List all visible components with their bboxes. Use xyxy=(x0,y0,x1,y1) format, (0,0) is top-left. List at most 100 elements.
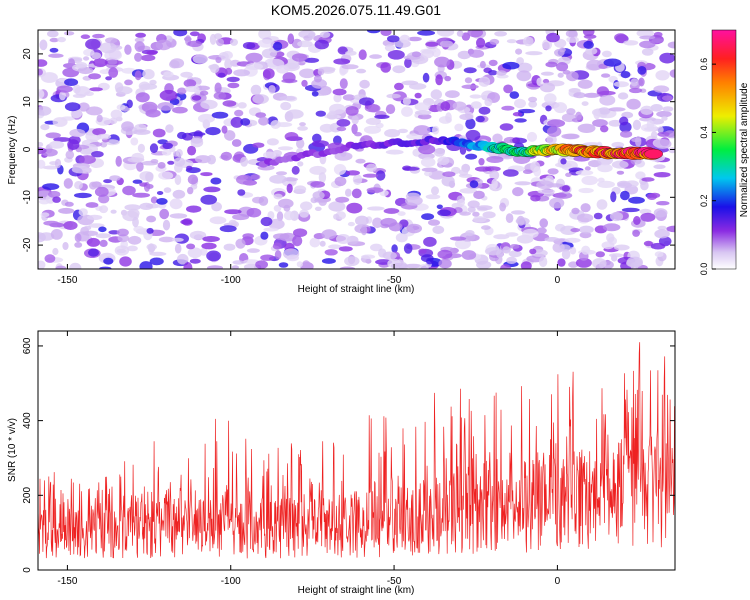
heatmap-cell xyxy=(45,132,61,139)
heatmap-cell xyxy=(38,159,46,169)
heatmap-cell xyxy=(522,228,539,239)
heatmap-cell xyxy=(465,230,475,237)
heatmap-cell xyxy=(226,76,240,82)
heatmap-cell xyxy=(133,225,145,233)
snr-y-tick-label: 400 xyxy=(22,412,33,429)
snr-x-tick-label: -100 xyxy=(221,576,241,587)
heatmap-cell xyxy=(514,118,527,123)
heatmap-cell xyxy=(127,208,140,218)
heatmap-cell xyxy=(654,229,670,239)
heatmap-cell xyxy=(351,188,362,199)
heatmap-cell xyxy=(245,63,263,70)
heatmap-cell xyxy=(481,225,491,230)
heatmap-cell xyxy=(40,124,50,131)
heatmap-cell xyxy=(606,233,615,243)
heatmap-cell xyxy=(150,196,158,204)
heatmap-cell xyxy=(149,79,157,85)
heatmap-cell xyxy=(252,94,269,104)
heatmap-cell xyxy=(230,116,243,128)
heatmap-cell xyxy=(283,210,295,221)
snr-y-tick-label: 200 xyxy=(22,487,33,504)
heatmap-cell xyxy=(39,39,48,51)
heatmap-cell xyxy=(157,162,166,169)
heatmap-cell xyxy=(561,133,580,140)
heatmap-cell xyxy=(149,257,164,266)
heatmap-cell xyxy=(291,53,308,62)
heatmap-cell xyxy=(240,156,249,167)
heatmap-cell xyxy=(430,89,442,100)
heatmap-cell xyxy=(617,92,629,100)
heatmap-cell xyxy=(242,42,256,50)
heatmap-cell xyxy=(216,38,224,47)
heatmap-cell xyxy=(406,223,423,234)
heatmap-cell xyxy=(255,260,268,269)
heatmap-cell xyxy=(236,174,253,185)
heatmap-cell xyxy=(568,261,579,268)
heatmap-cell xyxy=(324,249,338,256)
heatmap-cell xyxy=(465,129,481,141)
heatmap-cell xyxy=(514,98,526,109)
heatmap-cell xyxy=(656,201,670,206)
heatmap-cell xyxy=(188,131,206,137)
heatmap-cell xyxy=(222,100,237,107)
heatmap-cell xyxy=(593,212,603,220)
heatmap-cell xyxy=(80,34,91,39)
heatmap-cell xyxy=(235,238,246,249)
heatmap-cell xyxy=(610,191,617,203)
heatmap-cell xyxy=(92,128,106,136)
heatmap-cell xyxy=(311,91,319,97)
heatmap-cell xyxy=(294,185,307,193)
heatmap-cell xyxy=(209,216,227,225)
heatmap-cell xyxy=(577,123,596,133)
heatmap-cell xyxy=(346,202,363,214)
heatmap-cell xyxy=(515,48,523,55)
heatmap-cell xyxy=(275,171,288,176)
heatmap-cell xyxy=(250,174,261,180)
heatmap-cell xyxy=(77,102,90,112)
heatmap-cell xyxy=(336,119,351,127)
heatmap-cell xyxy=(225,67,233,75)
heatmap-cell xyxy=(99,266,112,269)
heatmap-cell xyxy=(397,211,406,217)
heatmap-cell xyxy=(328,244,342,249)
heatmap-cell xyxy=(134,37,145,43)
heatmap-cell xyxy=(506,256,517,264)
heatmap-cell xyxy=(124,204,141,211)
heatmap-cell xyxy=(510,210,526,215)
snr-y-tick-label: 0 xyxy=(22,567,33,573)
heatmap-cell xyxy=(277,146,294,151)
heatmap-cell xyxy=(280,101,292,111)
heatmap-cell xyxy=(175,149,183,158)
heatmap-cell xyxy=(428,170,446,180)
heatmap-cell xyxy=(186,205,202,213)
heatmap-cell xyxy=(391,244,398,253)
heatmap-cell xyxy=(601,241,615,250)
heatmap-cell xyxy=(117,234,129,243)
heatmap-cell xyxy=(139,261,153,269)
heatmap-cell xyxy=(370,243,383,252)
heatmap-cell xyxy=(355,215,369,226)
heatmap-cell xyxy=(546,32,560,43)
heatmap-cell xyxy=(508,250,522,258)
heatmap-cell xyxy=(74,233,82,243)
heatmap-cell xyxy=(623,40,639,46)
heatmap-cell xyxy=(633,216,641,225)
heatmap-cell xyxy=(133,129,151,135)
heatmap-cell xyxy=(319,123,335,133)
heatmap-cell xyxy=(639,35,656,40)
heatmap-cell xyxy=(186,243,196,250)
heatmap-cell xyxy=(274,250,282,260)
heatmap-cell xyxy=(655,70,670,81)
heatmap-cell xyxy=(366,163,377,172)
heatmap-cell xyxy=(432,125,440,135)
heatmap-cell xyxy=(96,133,112,140)
heatmap-cell xyxy=(88,248,99,257)
heatmap-cell xyxy=(358,49,367,60)
heatmap-cell xyxy=(233,69,251,77)
heatmap-cell xyxy=(311,140,329,148)
heatmap-cell xyxy=(273,41,283,51)
heatmap-cell xyxy=(445,112,452,123)
heatmap-cell xyxy=(422,72,430,83)
heatmap-cell xyxy=(282,72,296,83)
heatmap-cell xyxy=(134,70,142,81)
